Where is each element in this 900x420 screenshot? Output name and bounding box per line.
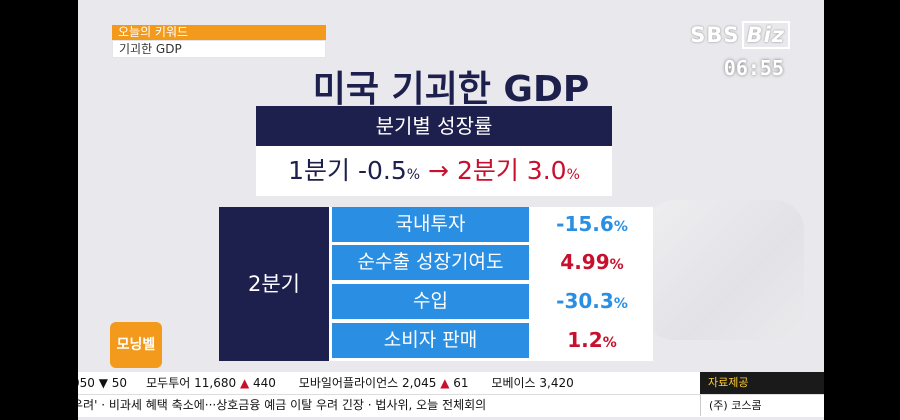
row-value: -30.3% — [533, 284, 651, 319]
table-row: 국내투자 -15.6% — [329, 207, 653, 245]
value-number: -15.6 — [556, 212, 614, 236]
value-unit: % — [613, 296, 628, 312]
ticker-item-price: 3,420 — [539, 376, 574, 390]
keyword-header: 오늘의 키워드 — [112, 25, 326, 40]
q1-unit: % — [406, 167, 421, 183]
value-number: 4.99 — [560, 250, 610, 274]
arrow-icon: → — [428, 156, 449, 185]
data-source-label: 자료제공 — [700, 372, 824, 394]
row-value: 4.99% — [533, 245, 651, 280]
growth-values: 1분기 -0.5% → 2분기 3.0% — [256, 146, 612, 196]
page-title: 미국 기괴한 GDP — [312, 69, 590, 110]
row-label: 순수출 성장기여도 — [332, 245, 529, 280]
row-label: 국내투자 — [332, 207, 529, 242]
news-ticker: 우려' · 비과세 혜택 축소에···상호금융 예금 이탈 우려 긴장 · 법사… — [78, 394, 824, 417]
table-row: 수입 -30.3% — [329, 284, 653, 322]
stock-ticker: 050 ▼ 50 모두투어 11,680 ▲ 440 모바일어플라이언스 2,0… — [78, 372, 824, 394]
row-value: 1.2% — [533, 323, 651, 358]
value-unit: % — [613, 219, 628, 235]
q1-label: 1분기 — [288, 156, 351, 185]
ticker-item-price: 11,680 — [194, 376, 237, 390]
value-number: 1.2 — [567, 328, 603, 352]
keyword-box: 오늘의 키워드 기괴한 GDP — [112, 25, 326, 58]
ticker-item-name: 모바일어플라이언스 — [298, 376, 399, 390]
logo-sbs: SBS — [690, 23, 740, 47]
value-number: -30.3 — [556, 289, 614, 313]
ticker-item-name: 모두투어 — [146, 376, 191, 390]
news-ticker-text: 우려' · 비과세 혜택 축소에···상호금융 예금 이탈 우려 긴장 · 법사… — [78, 398, 487, 412]
up-arrow-icon: ▲ — [440, 376, 450, 390]
components-table: 2분기 국내투자 -15.6% 순수출 성장기여도 4.99% 수입 -30.3… — [219, 207, 653, 361]
ticker-item-price: 2,045 — [402, 376, 437, 390]
q1-value: -0.5 — [357, 156, 407, 185]
ticker-lead: 050 ▼ 50 — [78, 376, 128, 390]
broadcast-frame: 오늘의 키워드 기괴한 GDP SBS Biz 06:55 미국 기괴한 GDP … — [78, 0, 824, 420]
program-badge: 모닝벨 — [110, 322, 162, 368]
q2-unit: % — [566, 167, 580, 183]
value-unit: % — [609, 257, 624, 273]
broadcast-clock: 06:55 — [723, 56, 784, 80]
q2-label: 2분기 — [456, 156, 519, 185]
ticker-item-change: 440 — [253, 376, 276, 390]
data-provider: (주) 코스콤 — [700, 395, 824, 416]
logo-biz: Biz — [741, 21, 790, 49]
background-logo-decoration — [644, 200, 804, 340]
q2-value: 3.0 — [526, 156, 567, 185]
quarter-label: 2분기 — [219, 207, 329, 361]
row-value: -15.6% — [533, 207, 651, 242]
growth-header: 분기별 성장률 — [256, 106, 612, 146]
table-row: 순수출 성장기여도 4.99% — [329, 245, 653, 283]
table-row: 소비자 판매 1.2% — [329, 323, 653, 361]
ticker-item-change: 61 — [453, 376, 469, 390]
up-arrow-icon: ▲ — [239, 376, 250, 390]
value-unit: % — [602, 335, 617, 351]
row-label: 수입 — [332, 284, 529, 319]
channel-logo: SBS Biz — [690, 21, 790, 49]
row-label: 소비자 판매 — [332, 323, 529, 358]
ticker-text: 050 ▼ 50 모두투어 11,680 ▲ 440 모바일어플라이언스 2,0… — [78, 372, 574, 394]
keyword-topic: 기괴한 GDP — [112, 40, 326, 58]
ticker-item-name: 모베이스 — [491, 376, 536, 390]
